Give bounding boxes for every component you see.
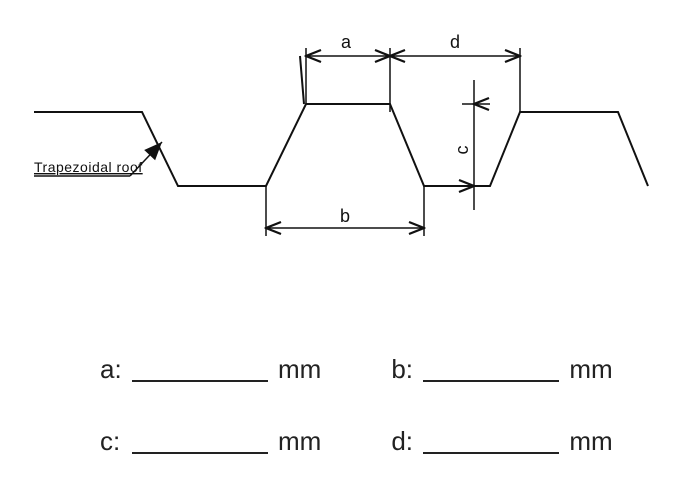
dim-d-label: d xyxy=(450,32,460,52)
callout-text: Trapezoidal roof xyxy=(34,159,143,175)
dim-a-label: a xyxy=(341,32,352,52)
trapezoidal-profile-diagram: a d b c Trapezoidal roof xyxy=(0,0,700,300)
field-b: b: mm xyxy=(391,352,612,384)
field-a-unit: mm xyxy=(278,354,321,384)
dim-c-label: c xyxy=(452,146,472,155)
field-d-unit: mm xyxy=(569,426,612,456)
field-d: d: mm xyxy=(391,424,612,456)
field-c: c: mm xyxy=(100,424,321,456)
field-c-unit: mm xyxy=(278,426,321,456)
callout-trapezoidal-roof: Trapezoidal roof xyxy=(34,142,162,176)
field-c-input[interactable] xyxy=(132,424,268,454)
field-b-label: b: xyxy=(391,354,423,384)
field-a-input[interactable] xyxy=(132,352,268,382)
field-a: a: mm xyxy=(100,352,321,384)
field-b-input[interactable] xyxy=(423,352,559,382)
field-d-label: d: xyxy=(391,426,423,456)
field-a-label: a: xyxy=(100,354,132,384)
field-b-unit: mm xyxy=(569,354,612,384)
dim-b-label: b xyxy=(340,206,350,226)
field-c-label: c: xyxy=(100,426,132,456)
field-d-input[interactable] xyxy=(423,424,559,454)
measurement-fields: a: mm b: mm c: mm d: mm xyxy=(100,352,610,496)
